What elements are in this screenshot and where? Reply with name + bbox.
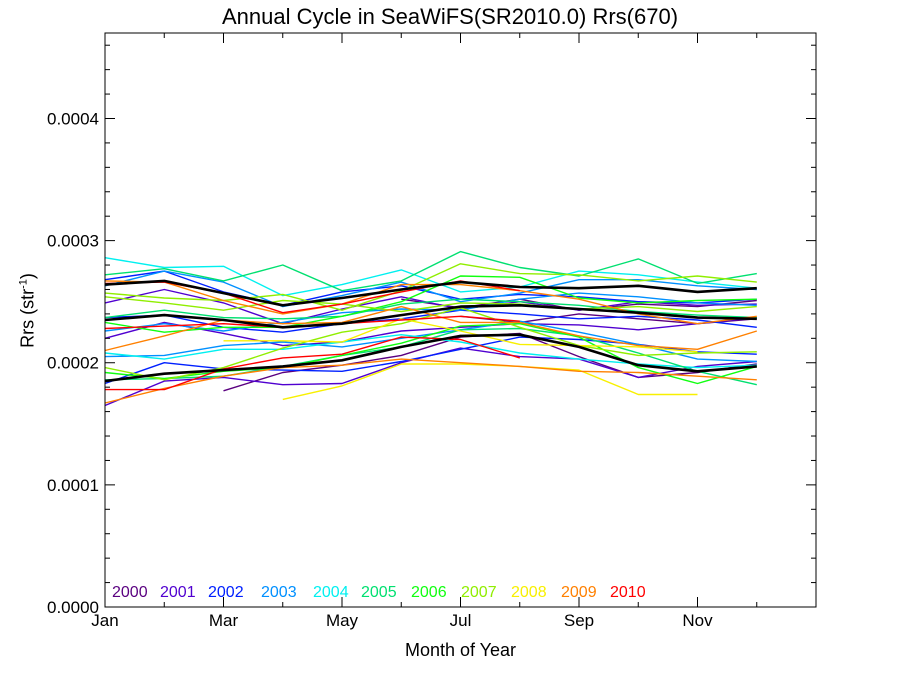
legend-entry-2008: 2008	[511, 584, 547, 601]
series-line-2009-1	[104, 305, 758, 352]
y-axis-label-unit-exponent: -1	[17, 279, 30, 289]
legend-entry-2007: 2007	[461, 584, 497, 601]
series-line-2004-1	[104, 334, 757, 369]
y-axis-label-close: )	[17, 273, 38, 280]
series-line-2005-2	[104, 298, 757, 320]
x-tick-label: Nov	[682, 611, 713, 630]
series-line-2006-1	[104, 323, 757, 385]
legend-entry-2009: 2009	[561, 584, 597, 601]
legend-entry-2002: 2002	[208, 584, 244, 601]
x-tick-label: Mar	[209, 611, 239, 630]
series-line-2006-0	[104, 275, 757, 333]
series-line-2007-0	[104, 263, 757, 311]
y-tick-label: 0.0003	[47, 232, 99, 251]
legend: 2000 2001 2002 2003 2004 2005 2006 2007 2008 2009…	[112, 584, 646, 601]
y-tick-label: 0.0004	[47, 109, 99, 128]
series-line-2008-0	[282, 363, 698, 401]
x-tick-label: May	[326, 611, 359, 630]
y-tick-label: 0.0001	[47, 476, 99, 495]
mean-line-2	[104, 333, 757, 383]
series-line-2001-2	[104, 316, 757, 347]
legend-entry-2001: 2001	[160, 584, 196, 601]
legend-entry-2004: 2004	[313, 584, 349, 601]
y-axis-label-text: Rrs (str	[17, 288, 38, 348]
legend-entry-2006: 2006	[411, 584, 447, 601]
series-line-2009-0	[104, 358, 757, 404]
series-line-2007-2	[104, 296, 757, 313]
x-axis-label: Month of Year	[404, 640, 517, 660]
x-tick-label: Jan	[91, 611, 118, 630]
x-tick-label: Jul	[450, 611, 472, 630]
series-line-2005-0	[104, 250, 757, 292]
x-axis: Jan Mar May Jul Sep Nov	[91, 33, 817, 630]
x-tick-label: Sep	[564, 611, 594, 630]
y-tick-label: 0.0002	[47, 354, 99, 373]
y-tick-label: 0.0000	[47, 598, 99, 617]
series-line-2008-1	[223, 318, 698, 353]
series-line-2010-1	[105, 336, 521, 391]
mean-line-0	[104, 279, 757, 307]
y-axis: 0.0000 0.0001 0.0002 0.0003 0.0004	[47, 44, 816, 617]
legend-entry-2000: 2000	[112, 584, 148, 601]
chart-title: Annual Cycle in SeaWiFS(SR2010.0) Rrs(67…	[221, 4, 679, 29]
mean-line-1	[104, 303, 757, 329]
plot-lines	[104, 250, 758, 407]
legend-entry-2005: 2005	[361, 584, 397, 601]
legend-entry-2003: 2003	[261, 584, 297, 601]
y-axis-label: Rrs (str-1)	[18, 261, 39, 361]
series-line-2004-0	[104, 257, 757, 297]
legend-entry-2010: 2010	[610, 584, 646, 601]
